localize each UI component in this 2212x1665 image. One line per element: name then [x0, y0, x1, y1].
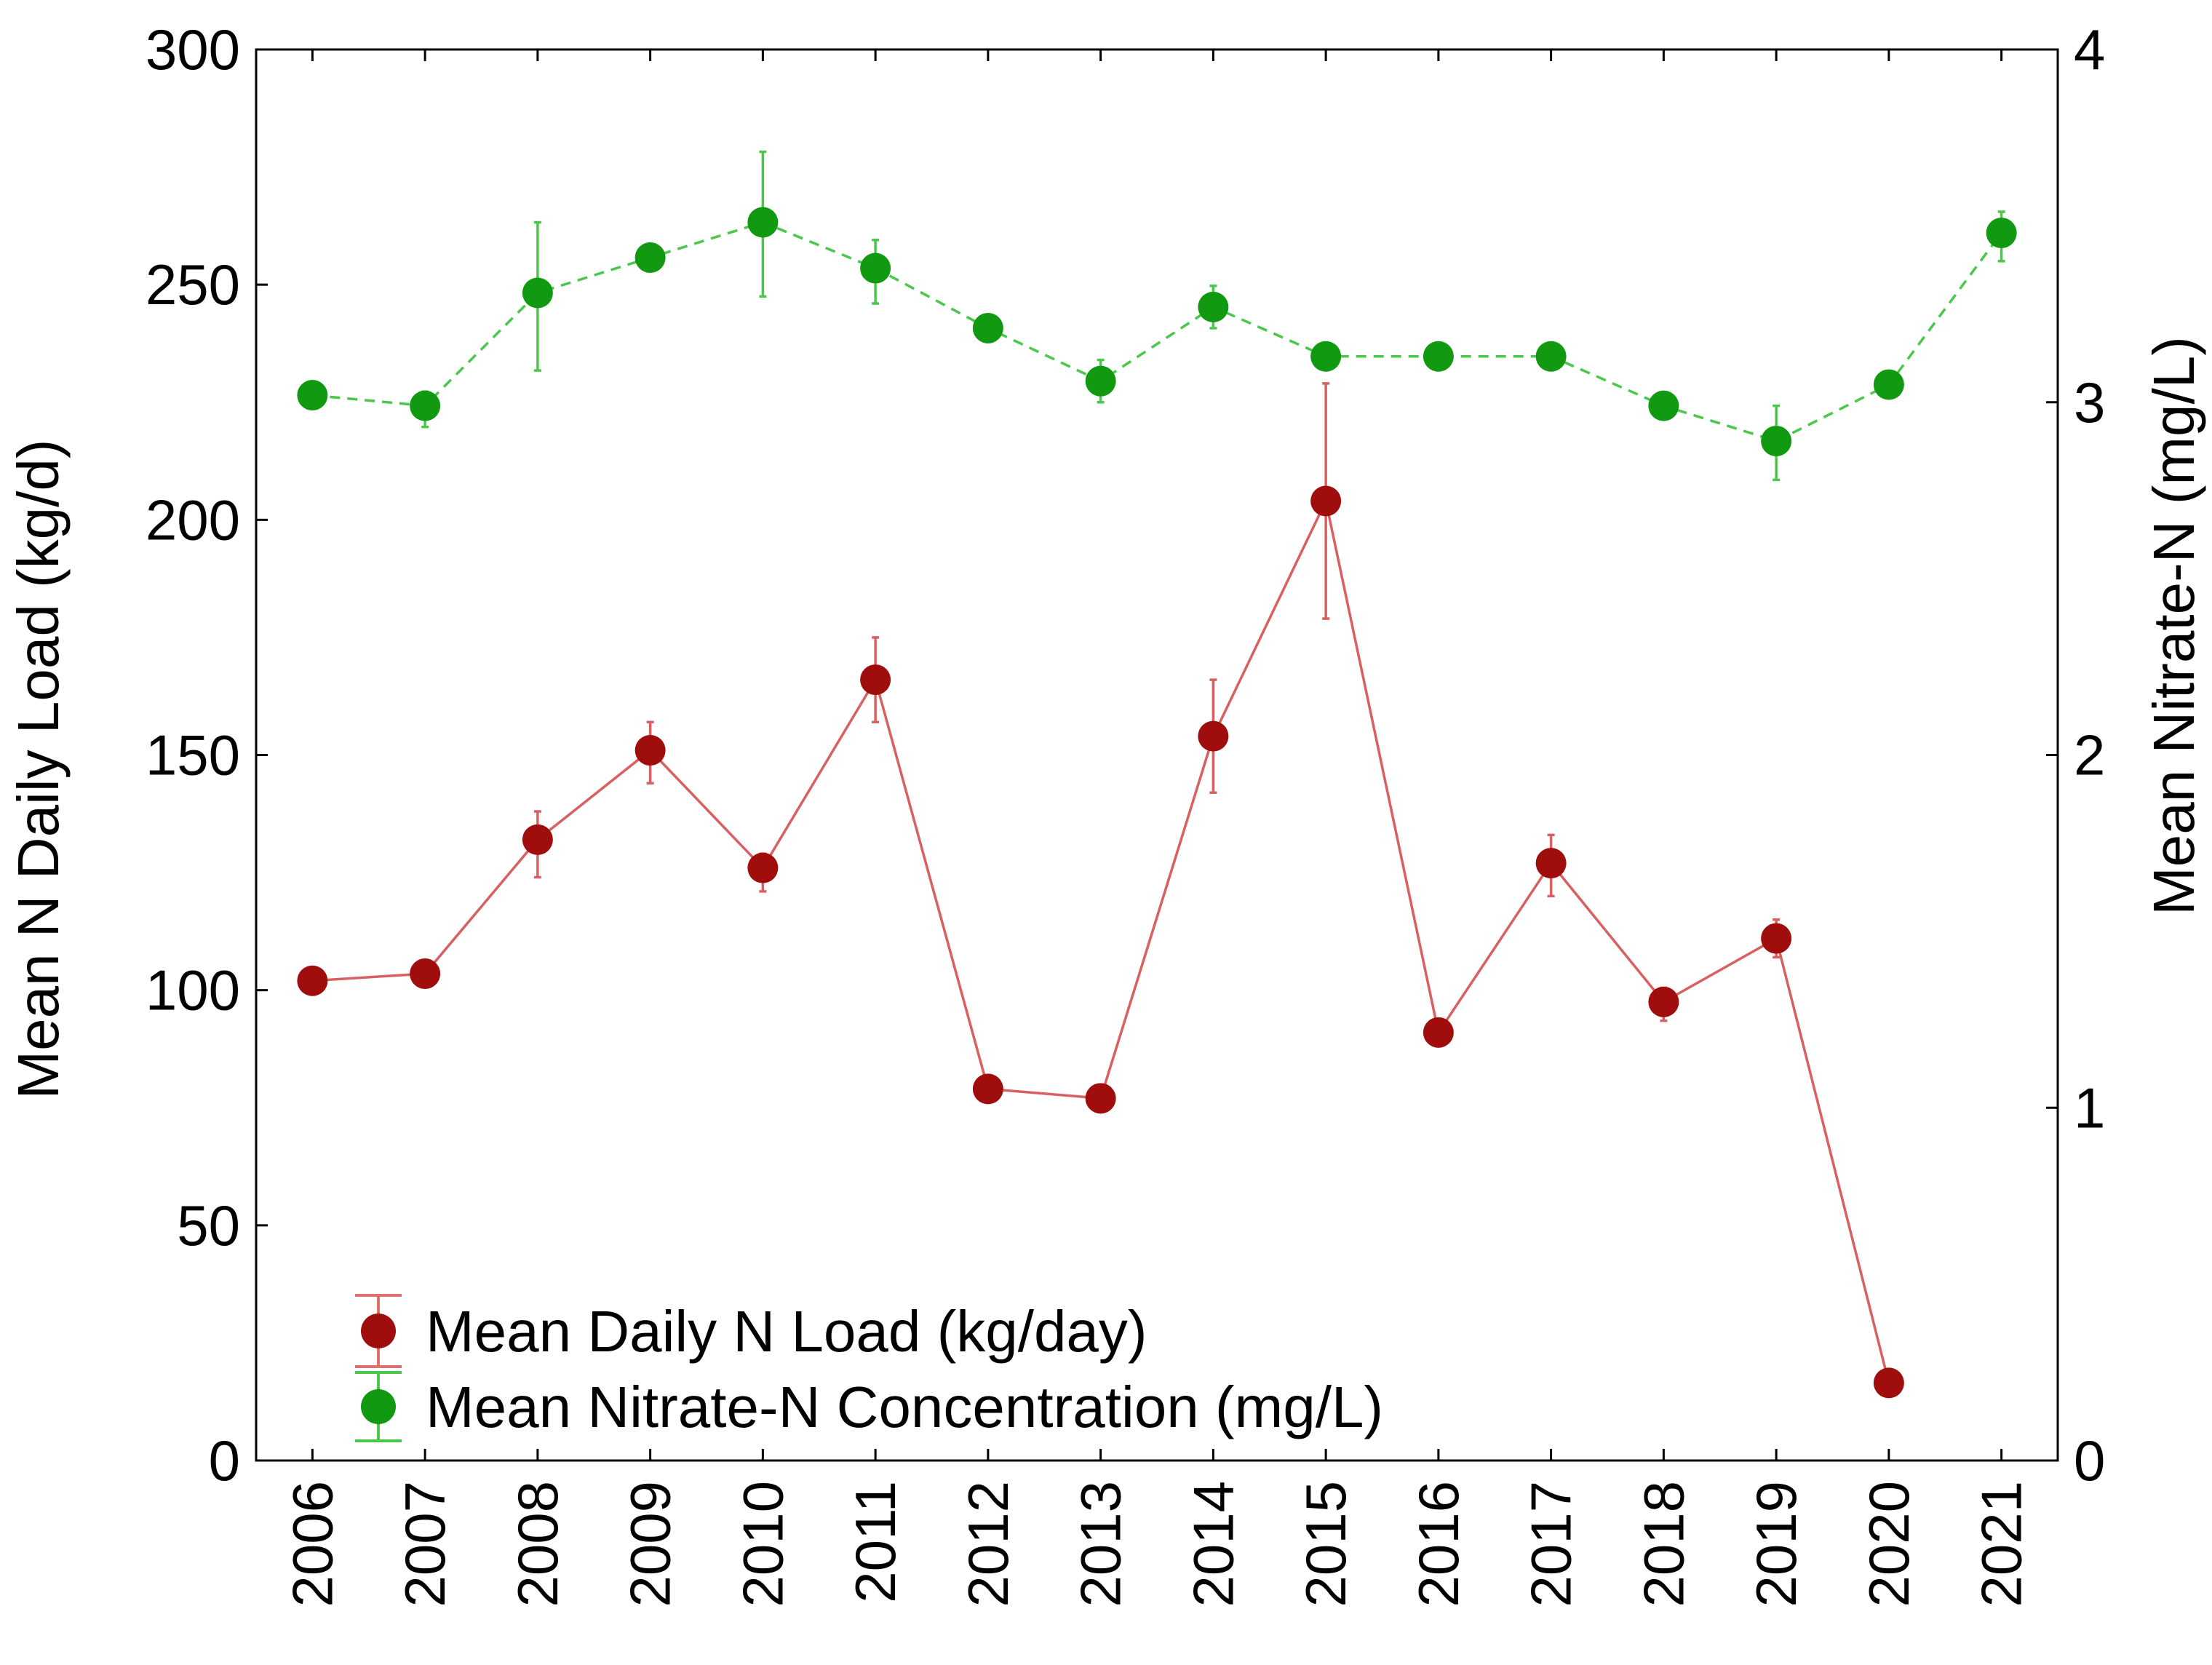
series-load-point [972, 1073, 1003, 1105]
series-load [297, 382, 1904, 1399]
right-axis-title: Mean Nitrate-N (mg/L) [2141, 336, 2206, 915]
x-axis-tick-label: 2020 [1857, 1481, 1921, 1608]
right-axis-tick-label: 3 [2074, 370, 2105, 434]
series-nitrate-line [312, 220, 2003, 442]
left-axis-tick-label: 0 [209, 1428, 240, 1493]
right-axis-tick-label: 2 [2074, 723, 2105, 787]
series-nitrate-point [1873, 369, 1904, 400]
series-load-point [1310, 485, 1342, 517]
x-axis-tick-label: 2016 [1407, 1481, 1471, 1608]
x-axis-tick-label: 2008 [506, 1481, 570, 1608]
series-nitrate-point [1198, 291, 1229, 322]
x-axis-tick-label: 2017 [1519, 1481, 1583, 1608]
left-axis-tick-label: 50 [177, 1193, 240, 1257]
right-axis-tick-label: 4 [2074, 17, 2105, 82]
x-axis-tick-label: 2013 [1069, 1481, 1133, 1608]
series-nitrate-point [1535, 341, 1567, 372]
series-nitrate-point [410, 390, 441, 421]
series-nitrate-point [522, 277, 553, 309]
x-axis-tick-label: 2007 [393, 1481, 457, 1608]
legend-load-label: Mean Daily N Load (kg/day) [426, 1299, 1147, 1364]
series-nitrate-point [1761, 426, 1792, 457]
series-load-point [1761, 923, 1792, 954]
series-load-point [1423, 1017, 1454, 1048]
series-load-point [1535, 848, 1567, 879]
series-load-point [297, 965, 328, 996]
series-nitrate-point [972, 312, 1003, 343]
series-nitrate-point [634, 242, 666, 274]
plot-area [297, 150, 2017, 1399]
series-nitrate-point [860, 253, 891, 284]
left-axis-title: Mean N Daily Load (kg/d) [6, 439, 71, 1099]
x-axis-tick-label: 2009 [618, 1481, 683, 1608]
x-axis-tick-label: 2021 [1970, 1481, 2034, 1608]
x-axis-tick-label: 2014 [1181, 1481, 1245, 1608]
left-axis-tick-label: 150 [146, 723, 240, 787]
series-load-point [634, 735, 666, 766]
legend-load-marker [361, 1314, 396, 1348]
series-nitrate-point [1648, 390, 1679, 421]
x-axis-tick-label: 2010 [731, 1481, 795, 1608]
legend-nitrate-marker [361, 1389, 396, 1424]
legend: Mean Daily N Load (kg/day) Mean Nitrate-… [355, 1294, 1383, 1442]
series-load-point [747, 852, 779, 883]
series-nitrate-point [297, 380, 328, 411]
x-axis-tick-label: 2015 [1294, 1481, 1358, 1608]
left-axis-tick-label: 250 [146, 253, 240, 317]
right-axis-tick-label: 0 [2074, 1428, 2105, 1493]
series-nitrate-point [1310, 341, 1342, 372]
series-load-point [1198, 720, 1229, 752]
left-axis-tick-label: 200 [146, 488, 240, 552]
series-load-point [1873, 1367, 1904, 1399]
series-nitrate-point [747, 207, 779, 238]
legend-nitrate-label: Mean Nitrate-N Concentration (mg/L) [426, 1375, 1383, 1439]
series-load-point [860, 664, 891, 696]
series-nitrate [297, 150, 2017, 482]
x-axis-tick-label: 2011 [843, 1481, 907, 1603]
axes: 0 50 100 150 200 250 300 0 1 2 3 4 2006 2007 2008 2009 2… [146, 17, 2106, 1608]
series-load-point [1085, 1083, 1116, 1114]
series-nitrate-point [1986, 218, 2017, 249]
x-axis-tick-label: 2006 [280, 1481, 344, 1608]
series-nitrate-point [1085, 365, 1116, 397]
left-axis-tick-label: 100 [146, 958, 240, 1022]
series-load-point [1648, 986, 1679, 1017]
x-axis-tick-label: 2012 [956, 1481, 1020, 1608]
series-nitrate-point [1423, 341, 1454, 372]
left-axis-tick-label: 300 [146, 17, 240, 82]
x-axis-tick-label: 2018 [1631, 1481, 1695, 1608]
series-load-point [522, 824, 553, 855]
series-load-point [410, 958, 441, 990]
x-axis-tick-label: 2019 [1744, 1481, 1808, 1608]
right-axis-tick-label: 1 [2074, 1076, 2105, 1140]
